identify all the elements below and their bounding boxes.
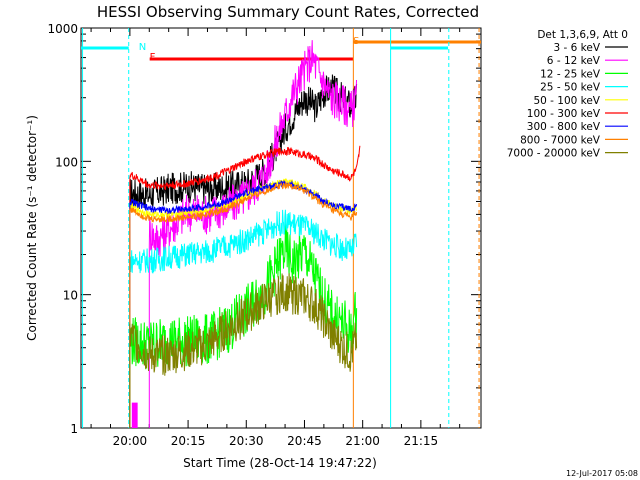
legend-label: 12 - 25 keV — [540, 68, 601, 80]
plot-frame — [80, 27, 482, 429]
series-line-25-50-kev — [129, 209, 358, 428]
y-tick-label: 10 — [63, 289, 78, 303]
legend-label: 300 - 800 keV — [527, 121, 601, 133]
magenta-spike-block — [131, 402, 138, 428]
flag-N: N — [139, 42, 146, 53]
status-markers: NF S — [81, 28, 481, 428]
x-tick-label: 20:30 — [229, 434, 264, 448]
y-tick-label: 1 — [70, 422, 78, 436]
legend-label: 50 - 100 keV — [533, 95, 600, 107]
chart-title: HESSI Observing Summary Count Rates, Cor… — [97, 3, 479, 21]
x-tick-label: 20:45 — [287, 434, 322, 448]
x-tick-label: 20:15 — [171, 434, 206, 448]
legend-label: 6 - 12 keV — [547, 55, 601, 67]
legend-label: 100 - 300 keV — [527, 108, 601, 120]
x-axis-label: Start Time (28-Oct-14 19:47:22) — [183, 456, 377, 470]
legend-label: 3 - 6 keV — [553, 42, 600, 54]
flag-S: S — [353, 36, 359, 47]
x-tick-label: 21:15 — [404, 434, 439, 448]
series-line-300-800-kev — [129, 180, 358, 428]
x-axis-ticks: 20:00 20:15 20:30 20:45 21:00 21:15 — [90, 28, 461, 448]
timestamp: 12-Jul-2017 05:08 — [566, 469, 638, 478]
y-tick-label: 100 — [55, 155, 78, 169]
x-tick-label: 21:00 — [345, 434, 380, 448]
y-tick-label: 1000 — [47, 22, 78, 36]
y-axis-ticks: 1 10 100 1000 — [47, 22, 481, 436]
legend-label: 25 - 50 keV — [540, 82, 601, 94]
series-line-7000-20000-kev — [129, 273, 358, 428]
series-line-800-7000-kev — [129, 181, 358, 428]
legend-label: 800 - 7000 keV — [520, 134, 601, 146]
series-group — [129, 40, 361, 428]
x-tick-label: 20:00 — [113, 434, 148, 448]
legend-label: 7000 - 20000 keV — [507, 148, 601, 160]
series-line-100-300-kev — [129, 145, 361, 428]
flag-F: F — [150, 52, 156, 63]
y-axis-label: Corrected Count Rate (s⁻¹ detector⁻¹) — [25, 115, 39, 341]
legend-header: Det 1,3,6,9, Att 0 — [537, 29, 628, 41]
